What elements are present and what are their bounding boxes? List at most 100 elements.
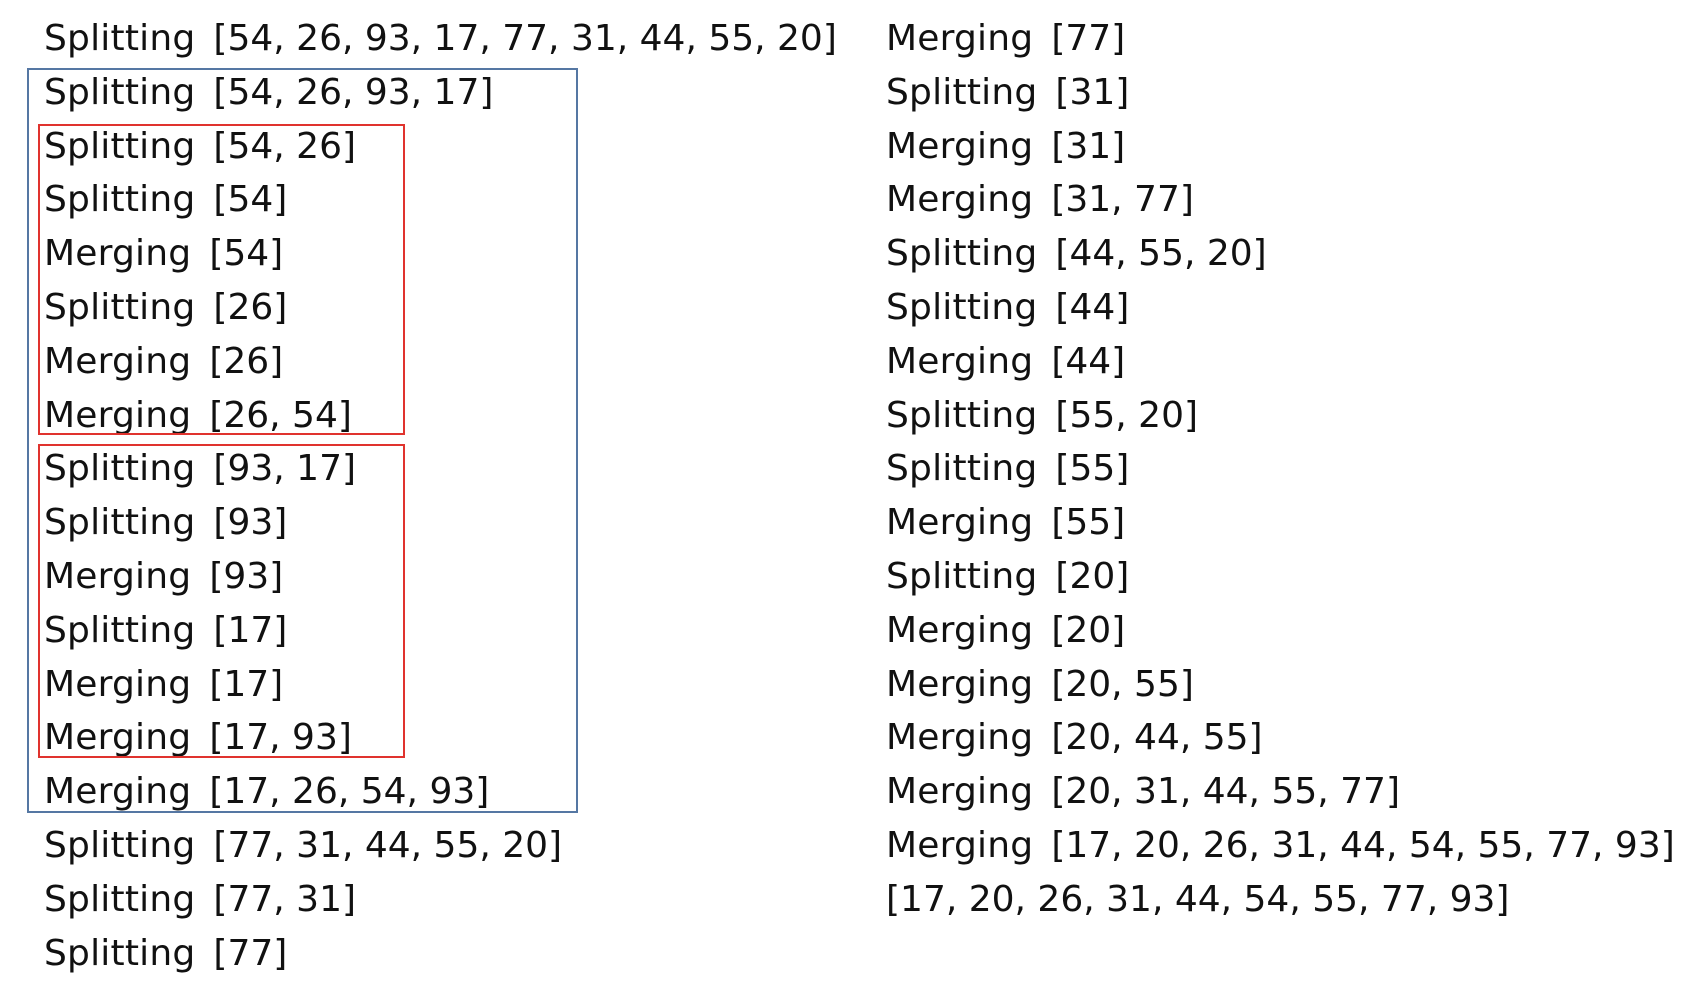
list-value: [93] xyxy=(209,555,284,597)
list-value: [77, 31] xyxy=(213,878,357,920)
operation-label: Splitting xyxy=(44,179,196,221)
log-line: Merging [26, 54] xyxy=(44,389,837,443)
list-value: [17, 93] xyxy=(209,717,352,759)
list-value: [93, 17] xyxy=(213,448,357,490)
log-line: Merging [20, 31, 44, 55, 77] xyxy=(886,765,1675,819)
list-value: [54] xyxy=(213,179,288,221)
log-line: Splitting [55, 20] xyxy=(886,389,1675,443)
right-log-column: Merging [77] Splitting [31] Merging [31] Mergi… xyxy=(886,12,1675,927)
operation-label: Merging xyxy=(886,179,1034,221)
left-log-column: Splitting [54, 26, 93, 17, 77, 31, 44, 55… xyxy=(44,12,837,980)
operation-label: Merging xyxy=(886,824,1034,866)
list-value: [54] xyxy=(209,233,284,275)
log-line: Merging [55] xyxy=(886,496,1675,550)
log-line: Splitting [44, 55, 20] xyxy=(886,227,1675,281)
operation-label: Merging xyxy=(44,663,192,705)
log-line: Splitting [55] xyxy=(886,442,1675,496)
log-line: Splitting [26] xyxy=(44,281,837,335)
log-line: Splitting [77, 31] xyxy=(44,873,837,927)
log-line: Merging [20, 44, 55] xyxy=(886,711,1675,765)
log-line: Splitting [54, 26, 93, 17] xyxy=(44,66,837,120)
operation-label: Merging xyxy=(44,555,192,597)
log-line: Splitting [20] xyxy=(886,550,1675,604)
list-value: [17, 20, 26, 31, 44, 54, 55, 77, 93] xyxy=(1051,824,1675,866)
log-line: Merging [20, 55] xyxy=(886,658,1675,712)
log-line: Merging [17, 26, 54, 93] xyxy=(44,765,837,819)
operation-label: Splitting xyxy=(44,609,196,651)
list-value: [20, 44, 55] xyxy=(1051,717,1263,759)
log-line: Splitting [93, 17] xyxy=(44,442,837,496)
list-value: [54, 26] xyxy=(213,125,357,167)
list-value: [26, 54] xyxy=(209,394,352,436)
log-line: Splitting [17] xyxy=(44,604,837,658)
list-value: [17, 20, 26, 31, 44, 54, 55, 77, 93] xyxy=(886,878,1510,920)
operation-label: Merging xyxy=(886,609,1034,651)
list-value: [55] xyxy=(1051,502,1126,544)
operation-label: Splitting xyxy=(44,502,196,544)
log-line: Merging [17, 93] xyxy=(44,711,837,765)
operation-label: Merging xyxy=(886,663,1034,705)
list-value: [31, 77] xyxy=(1051,179,1194,221)
log-line: Merging [17] xyxy=(44,658,837,712)
operation-label: Merging xyxy=(886,502,1034,544)
operation-label: Splitting xyxy=(886,394,1038,436)
log-line: Merging [20] xyxy=(886,604,1675,658)
list-value: [54, 26, 93, 17, 77, 31, 44, 55, 20] xyxy=(213,18,837,59)
list-value: [31] xyxy=(1055,71,1130,113)
log-line: Merging [54] xyxy=(44,227,837,281)
list-value: [26] xyxy=(209,340,284,382)
list-value: [44] xyxy=(1055,286,1130,328)
operation-label: Splitting xyxy=(44,71,196,113)
list-value: [54, 26, 93, 17] xyxy=(213,71,494,113)
list-value: [55] xyxy=(1055,448,1130,490)
operation-label: Merging xyxy=(886,771,1034,813)
log-line: Merging [31] xyxy=(886,120,1675,174)
log-line: Splitting [54, 26, 93, 17, 77, 31, 44, 55… xyxy=(44,12,837,66)
log-line: Merging [31, 77] xyxy=(886,173,1675,227)
list-value: [77, 31, 44, 55, 20] xyxy=(213,824,563,866)
operation-label: Merging xyxy=(44,233,192,275)
log-line: [17, 20, 26, 31, 44, 54, 55, 77, 93] xyxy=(886,873,1675,927)
list-value: [44] xyxy=(1051,340,1126,382)
operation-label: Merging xyxy=(44,771,192,813)
operation-label: Merging xyxy=(886,125,1034,167)
log-line: Splitting [31] xyxy=(886,66,1675,120)
list-value: [20, 31, 44, 55, 77] xyxy=(1051,771,1400,813)
list-value: [31] xyxy=(1051,125,1126,167)
log-line: Merging [44] xyxy=(886,335,1675,389)
operation-label: Splitting xyxy=(44,824,196,866)
list-value: [26] xyxy=(213,286,288,328)
operation-label: Splitting xyxy=(44,878,196,920)
log-line: Merging [17, 20, 26, 31, 44, 54, 55, 77, … xyxy=(886,819,1675,873)
operation-label: Splitting xyxy=(44,18,196,59)
operation-label: Splitting xyxy=(44,448,196,490)
log-line: Splitting [77, 31, 44, 55, 20] xyxy=(44,819,837,873)
list-value: [20] xyxy=(1055,555,1130,597)
log-line: Splitting [77] xyxy=(44,927,837,981)
operation-label: Merging xyxy=(886,18,1034,59)
list-value: [55, 20] xyxy=(1055,394,1199,436)
list-value: [17, 26, 54, 93] xyxy=(209,771,490,813)
log-line: Merging [93] xyxy=(44,550,837,604)
operation-label: Splitting xyxy=(886,448,1038,490)
log-line: Splitting [54, 26] xyxy=(44,120,837,174)
operation-label: Merging xyxy=(44,394,192,436)
list-value: [17] xyxy=(213,609,288,651)
log-line: Splitting [93] xyxy=(44,496,837,550)
operation-label: Splitting xyxy=(44,932,196,974)
list-value: [20] xyxy=(1051,609,1126,651)
operation-label: Splitting xyxy=(886,233,1038,275)
log-line: Merging [26] xyxy=(44,335,837,389)
log-line: Splitting [54] xyxy=(44,173,837,227)
list-value: [77] xyxy=(1051,18,1126,59)
operation-label: Merging xyxy=(886,717,1034,759)
operation-label: Splitting xyxy=(44,286,196,328)
operation-label: Merging xyxy=(44,717,192,759)
operation-label: Splitting xyxy=(44,125,196,167)
log-line: Merging [77] xyxy=(886,12,1675,66)
operation-label: Splitting xyxy=(886,286,1038,328)
operation-label: Splitting xyxy=(886,555,1038,597)
list-value: [17] xyxy=(209,663,284,705)
list-value: [77] xyxy=(213,932,288,974)
operation-label: Merging xyxy=(44,340,192,382)
